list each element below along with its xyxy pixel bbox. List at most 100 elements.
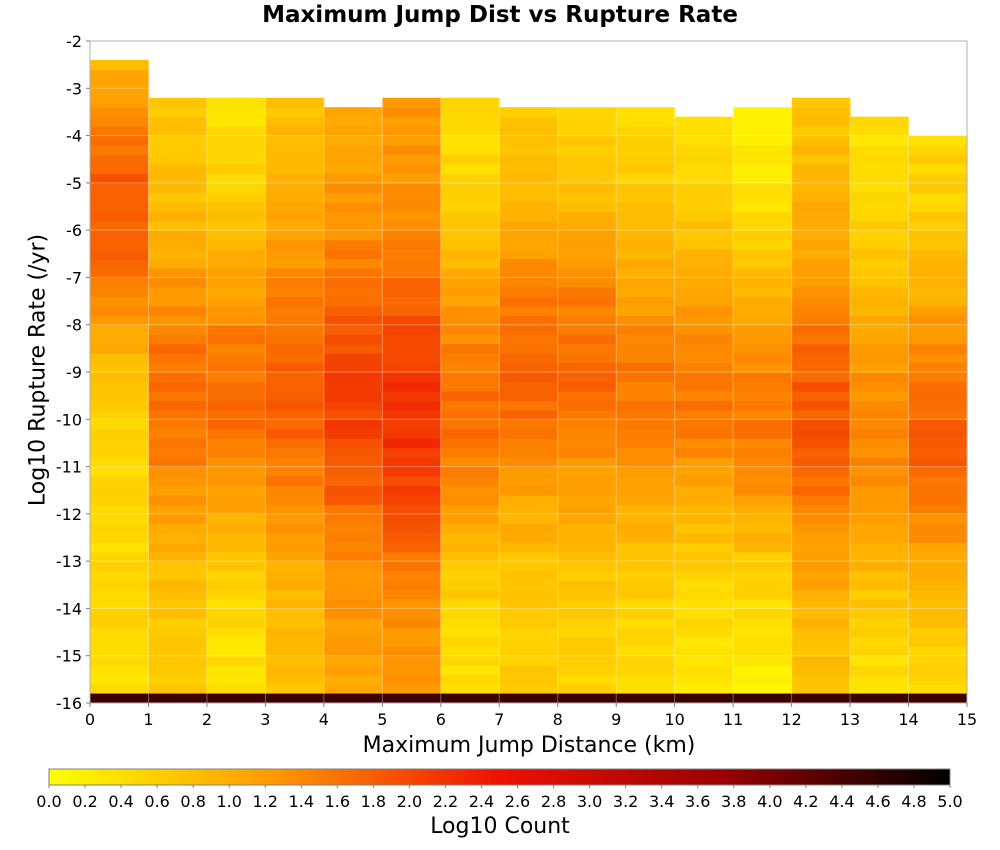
heatmap-cell [382, 438, 442, 449]
x-tick-label: 15 [957, 710, 977, 729]
heatmap-cell [206, 381, 266, 392]
heatmap-cell [148, 381, 208, 392]
heatmap-cell [90, 343, 150, 354]
heatmap-cell [557, 636, 617, 647]
heatmap-cell [148, 145, 208, 156]
heatmap-cell [616, 296, 676, 307]
heatmap-cell [265, 513, 325, 524]
heatmap-cell [791, 381, 851, 392]
heatmap-cell [323, 617, 383, 628]
heatmap-cell [850, 598, 910, 610]
y-tick-label: -8 [66, 316, 82, 335]
heatmap-cell [557, 145, 617, 156]
heatmap-cell [557, 154, 617, 165]
heatmap-cell [850, 457, 910, 468]
heatmap-cell [850, 173, 910, 184]
heatmap-cell [674, 447, 734, 458]
heatmap-cell [206, 551, 266, 562]
heatmap-cell [148, 353, 208, 364]
heatmap-cell [499, 400, 559, 411]
heatmap-cell [733, 617, 793, 628]
heatmap-cell [733, 334, 793, 345]
heatmap-cell [557, 249, 617, 260]
heatmap-cell [382, 163, 442, 174]
heatmap-cell [908, 513, 968, 524]
heatmap-cell [90, 258, 150, 269]
heatmap-cell [90, 665, 150, 676]
heatmap-cell [791, 542, 851, 553]
heatmap-cell [265, 154, 325, 165]
heatmap-cell [850, 684, 910, 695]
heatmap-cell [148, 286, 208, 297]
heatmap-cell [382, 636, 442, 647]
heatmap-cell [440, 513, 500, 524]
heatmap-cell [323, 580, 383, 591]
heatmap-cell [908, 390, 968, 401]
heatmap-cell [850, 494, 910, 505]
heatmap-cell [148, 598, 208, 610]
heatmap-cell [382, 466, 442, 477]
heatmap-cell [440, 523, 500, 534]
heatmap-cell [265, 135, 325, 146]
heatmap-cell [148, 135, 208, 146]
heatmap-cell [265, 126, 325, 137]
heatmap-cell [323, 107, 383, 118]
heatmap-cell [557, 485, 617, 496]
heatmap-cell [440, 220, 500, 231]
x-tick-label: 12 [781, 710, 801, 729]
heatmap-cell [440, 135, 500, 146]
heatmap-cell [206, 532, 266, 543]
heatmap-cell [265, 646, 325, 657]
heatmap-cell [557, 598, 617, 610]
heatmap-cell [557, 447, 617, 458]
heatmap-cell [674, 409, 734, 420]
heatmap-cell [616, 173, 676, 184]
heatmap-cell [557, 504, 617, 515]
heatmap-cell [791, 598, 851, 610]
heatmap-cell [440, 438, 500, 449]
heatmap-cell [674, 334, 734, 345]
y-tick-label: -5 [66, 174, 82, 193]
heatmap-cell [791, 485, 851, 496]
heatmap-cell [674, 665, 734, 676]
heatmap-cell [265, 145, 325, 156]
heatmap-cell [499, 551, 559, 562]
heatmap-cell [90, 145, 150, 156]
heatmap-cell [674, 277, 734, 288]
heatmap-cell [791, 655, 851, 666]
heatmap-cell [733, 305, 793, 316]
heatmap-cell [90, 192, 150, 203]
heatmap-cell [90, 485, 150, 496]
heatmap-cell [616, 655, 676, 666]
heatmap-cell [148, 390, 208, 401]
colorbar-tick-label: 1.2 [253, 792, 278, 811]
heatmap-cell [733, 542, 793, 553]
heatmap-cell [265, 286, 325, 297]
heatmap-cell [382, 627, 442, 638]
heatmap-cell [674, 627, 734, 638]
heatmap-cell [90, 305, 150, 316]
heatmap-cell [90, 353, 150, 364]
heatmap-cell [557, 163, 617, 174]
heatmap-cell [850, 135, 910, 146]
heatmap-cell [440, 362, 500, 373]
heatmap-cell [440, 267, 500, 279]
heatmap-cell [206, 466, 266, 477]
heatmap-cell [382, 315, 442, 326]
heatmap-cell [148, 182, 208, 193]
heatmap-cell [850, 296, 910, 307]
heatmap-cell [557, 362, 617, 373]
heatmap-cell [323, 362, 383, 373]
heatmap-cell [440, 372, 500, 383]
heatmap-cell [674, 589, 734, 600]
heatmap-cell [265, 551, 325, 562]
heatmap-cell [323, 249, 383, 260]
y-tick-label: -13 [56, 552, 82, 571]
heatmap-cell [323, 684, 383, 695]
heatmap-cell [265, 485, 325, 496]
heatmap-cell [382, 286, 442, 297]
heatmap-cell [557, 126, 617, 137]
heatmap-cell [440, 154, 500, 165]
heatmap-cell [382, 230, 442, 241]
heatmap-cell [148, 249, 208, 260]
